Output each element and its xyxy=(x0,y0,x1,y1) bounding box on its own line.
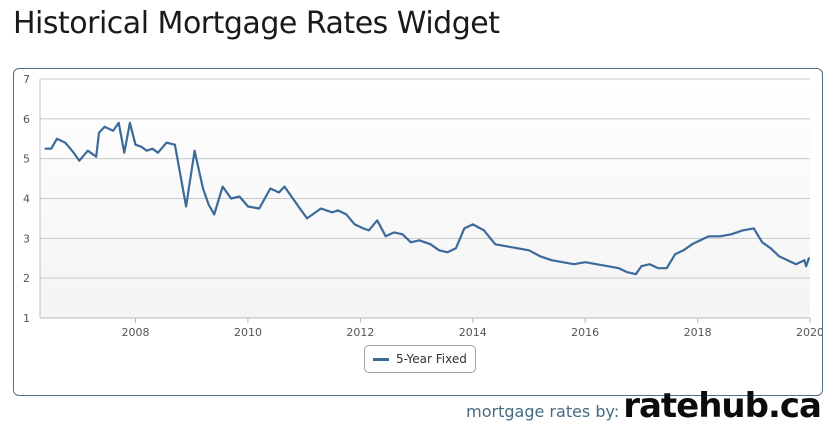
y-tick-label-4: 4 xyxy=(23,193,30,206)
rate-chart: 1 2 3 4 5 6 7 2008 2010 2012 2014 2016 2018 2020 xyxy=(23,73,823,339)
x-tick-label-2016: 2016 xyxy=(571,326,599,339)
x-tick-label-2014: 2014 xyxy=(459,326,487,339)
series-line-0 xyxy=(44,121,810,276)
x-tick-label-2012: 2012 xyxy=(346,326,374,339)
x-tick-label-2010: 2010 xyxy=(234,326,262,339)
page-title: Historical Mortgage Rates Widget xyxy=(13,6,500,41)
y-tick-label-3: 3 xyxy=(23,232,30,245)
y-tick-label-6: 6 xyxy=(23,113,30,126)
y-tick-label-1: 1 xyxy=(23,312,30,325)
x-tick-label-2018: 2018 xyxy=(684,326,712,339)
footer-prefix: mortgage rates by: xyxy=(466,402,620,421)
x-tick-label-2020: 2020 xyxy=(796,326,823,339)
chart-legend[interactable]: 5-Year Fixed xyxy=(364,345,476,373)
y-tick-label-7: 7 xyxy=(23,73,30,86)
chart-frame: 1 2 3 4 5 6 7 2008 2010 2012 2014 2016 2018 2020 5-Ye… xyxy=(13,68,823,396)
legend-label-5-year-fixed: 5-Year Fixed xyxy=(396,352,467,366)
ratehub-logo[interactable]: ratehub.ca xyxy=(623,386,822,426)
x-tick-label-2008: 2008 xyxy=(122,326,150,339)
legend-line-swatch xyxy=(373,357,389,361)
y-tick-label-2: 2 xyxy=(23,272,30,285)
footer-attribution: mortgage rates by: ratehub.ca xyxy=(466,386,822,426)
y-tick-label-5: 5 xyxy=(23,153,30,166)
